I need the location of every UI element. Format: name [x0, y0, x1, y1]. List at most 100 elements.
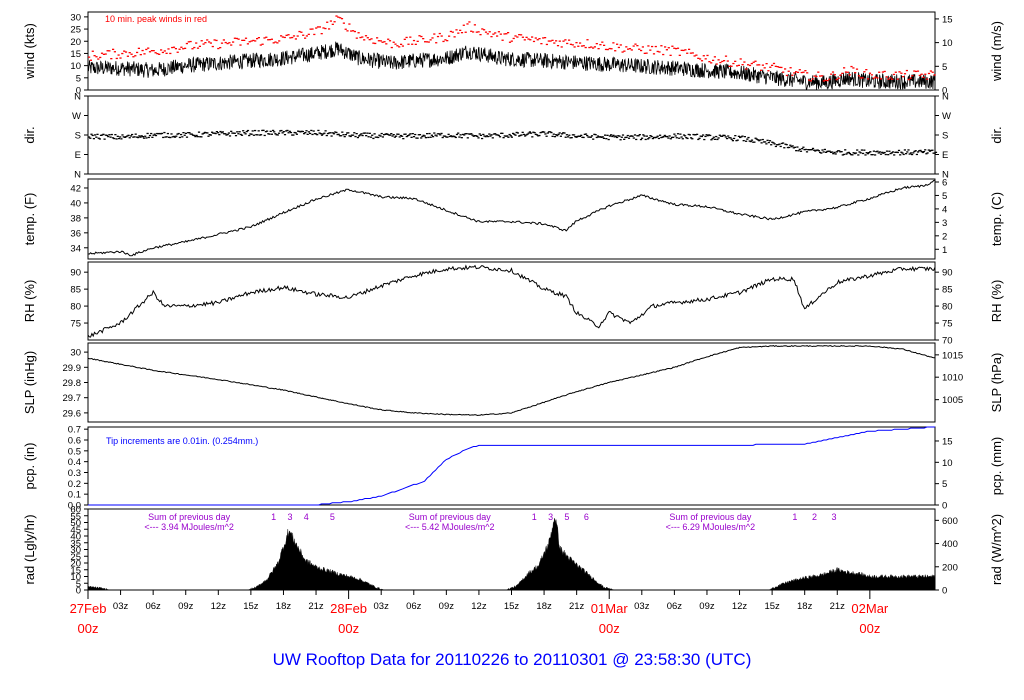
peak-wind-mark — [573, 46, 576, 48]
direction-mark — [858, 151, 861, 153]
direction-mark — [328, 132, 331, 134]
peak-wind-mark — [619, 44, 622, 46]
peak-wind-mark — [287, 34, 290, 36]
peak-wind-mark — [307, 33, 310, 35]
panel-frame-slp — [87, 342, 936, 423]
direction-mark — [145, 137, 148, 139]
peak-wind-mark — [501, 39, 504, 41]
direction-mark — [285, 130, 288, 132]
direction-mark — [393, 136, 396, 138]
peak-wind-mark — [815, 75, 818, 78]
direction-mark — [471, 134, 474, 136]
direction-mark — [516, 132, 519, 134]
direction-mark — [99, 134, 103, 136]
direction-mark — [240, 134, 244, 136]
peak-wind-mark — [108, 50, 111, 52]
direction-mark — [758, 140, 761, 142]
direction-mark — [926, 152, 929, 154]
direction-mark — [452, 135, 455, 137]
radiation-sum-value-1: <--- 5.42 MJoules/m^2 — [405, 522, 495, 532]
direction-mark — [133, 136, 136, 138]
direction-mark — [286, 129, 289, 132]
left-tick-label-temp: 36 — [70, 228, 81, 239]
direction-mark — [673, 133, 676, 135]
direction-mark — [693, 134, 696, 136]
series-rad — [87, 518, 936, 591]
peak-wind-mark — [407, 43, 410, 45]
peak-wind-mark — [392, 41, 395, 43]
peak-wind-mark — [867, 78, 870, 80]
ylabel-right-rh: RH (%) — [989, 280, 1004, 323]
peak-wind-mark — [795, 71, 798, 73]
direction-mark — [365, 135, 368, 137]
direction-mark — [764, 141, 767, 143]
direction-mark — [463, 134, 466, 136]
direction-mark — [359, 134, 362, 136]
peak-wind-mark — [737, 64, 740, 66]
peak-wind-mark — [167, 48, 170, 50]
peak-wind-mark — [209, 42, 212, 44]
direction-mark — [255, 134, 258, 136]
direction-mark — [582, 136, 585, 139]
direction-mark — [258, 134, 261, 136]
peak-wind-mark — [235, 37, 238, 40]
direction-mark — [540, 131, 543, 133]
peak-wind-mark — [887, 78, 890, 80]
peak-wind-mark — [276, 42, 279, 44]
direction-mark — [171, 136, 174, 138]
direction-mark — [814, 150, 817, 152]
direction-mark — [481, 137, 484, 140]
peak-wind-mark — [420, 35, 423, 38]
peak-wind-mark — [342, 22, 345, 24]
left-tick-label-rh: 80 — [70, 302, 81, 313]
direction-mark — [741, 135, 744, 137]
peak-wind-mark — [767, 70, 770, 72]
x-tick-label: 06z — [667, 601, 683, 612]
direction-mark — [105, 134, 109, 137]
direction-mark — [931, 149, 934, 151]
direction-mark — [805, 151, 809, 153]
direction-mark — [872, 150, 875, 152]
direction-mark — [232, 132, 235, 134]
peak-wind-mark — [850, 65, 853, 68]
peak-wind-mark — [760, 69, 763, 71]
direction-mark — [550, 131, 553, 134]
peak-wind-mark — [257, 37, 260, 39]
peak-wind-mark — [780, 66, 783, 69]
direction-mark — [901, 152, 904, 154]
direction-mark — [735, 140, 738, 142]
direction-mark — [358, 135, 361, 137]
peak-wind-mark — [189, 40, 192, 43]
peak-wind-mark — [894, 71, 897, 73]
peak-wind-mark — [281, 36, 284, 38]
direction-mark — [878, 151, 881, 153]
peak-wind-mark — [878, 71, 881, 73]
direction-mark — [865, 152, 868, 154]
direction-mark — [543, 131, 546, 133]
direction-mark — [340, 135, 343, 137]
direction-mark — [611, 135, 614, 138]
peak-wind-mark — [688, 48, 691, 50]
direction-mark — [877, 152, 880, 154]
peak-wind-mark — [298, 30, 301, 33]
right-tick-label-slp: 1005 — [942, 395, 963, 406]
direction-mark — [848, 152, 852, 155]
peak-wind-mark — [265, 36, 268, 38]
direction-mark — [303, 133, 306, 135]
peak-wind-mark — [411, 43, 414, 45]
peak-wind-mark — [704, 58, 707, 60]
direction-mark — [571, 134, 574, 136]
direction-mark — [307, 131, 310, 133]
peak-wind-mark — [728, 65, 731, 67]
left-tick-label-wind: 10 — [70, 61, 81, 72]
direction-mark — [851, 154, 854, 156]
direction-mark — [97, 137, 100, 139]
ylabel-rh: RH (%) — [22, 280, 37, 323]
peak-wind-mark — [388, 40, 392, 42]
peak-wind-mark — [427, 41, 430, 43]
direction-mark — [127, 134, 130, 136]
direction-mark — [666, 135, 669, 138]
ylabel-temp: temp. (F) — [22, 193, 37, 246]
direction-mark — [405, 135, 408, 138]
direction-mark — [841, 154, 844, 156]
